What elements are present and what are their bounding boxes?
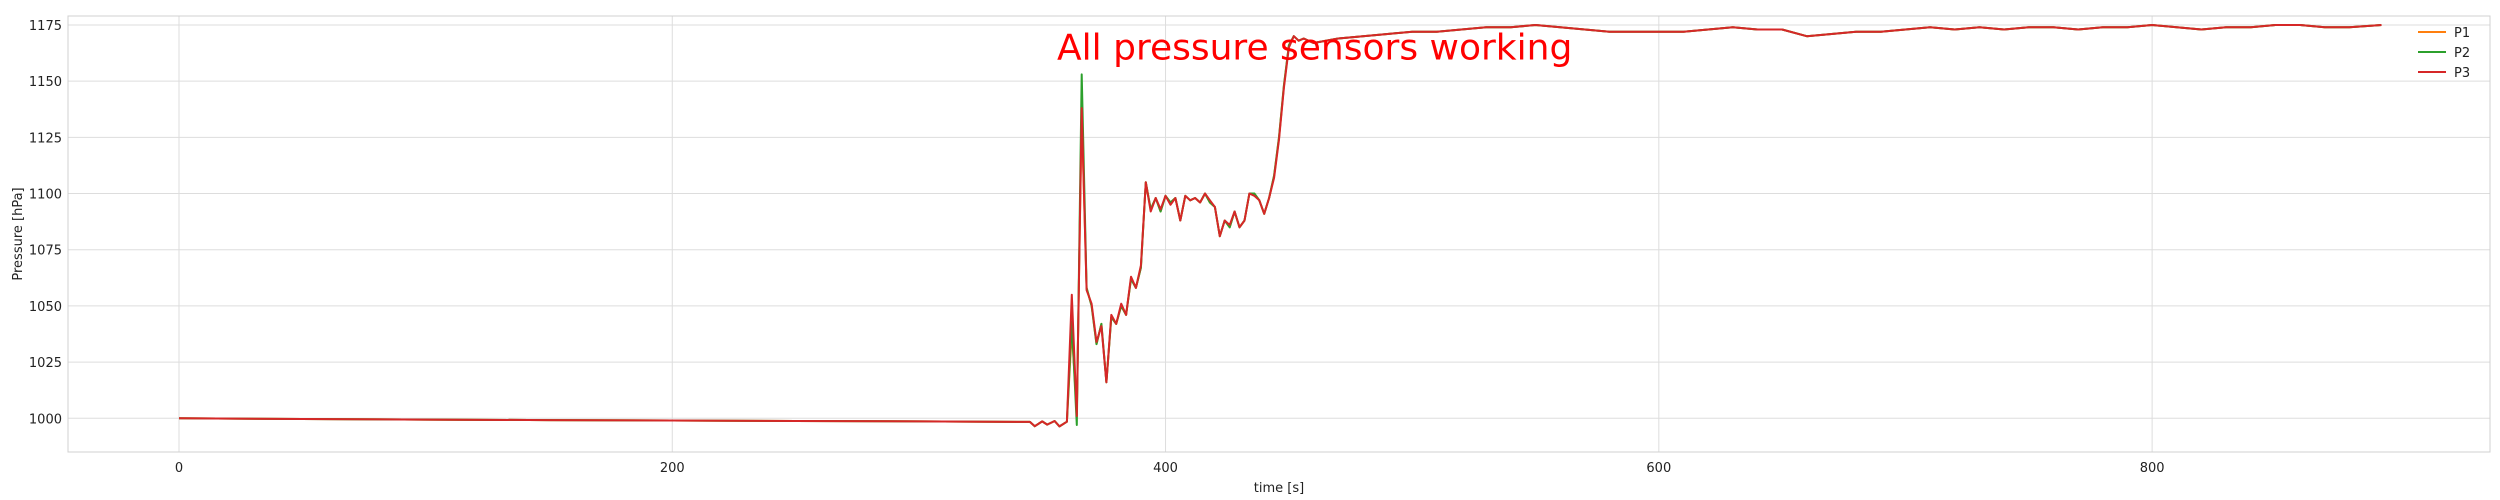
y-tick-label: 1125 (29, 131, 62, 146)
legend-label-p1: P1 (2454, 26, 2470, 41)
chart-annotation: All pressure sensors working (1057, 27, 1572, 68)
legend: P1 P2 P3 (2418, 26, 2470, 81)
legend-label-p2: P2 (2454, 46, 2470, 61)
y-tick-label: 1175 (29, 19, 62, 34)
series-layer (178, 24, 2382, 428)
x-axis-label: time [s] (1254, 481, 1304, 496)
y-tick-label: 1150 (29, 75, 62, 90)
x-tick-label: 600 (1646, 461, 1671, 476)
x-tick-labels: 0 200 400 600 800 (175, 461, 2165, 476)
y-tick-label: 1100 (29, 188, 62, 203)
x-tick-label: 0 (175, 461, 183, 476)
y-tick-label: 1050 (29, 300, 62, 315)
y-tick-labels: 1000 1025 1050 1075 1100 1125 1150 1175 (29, 19, 62, 427)
legend-label-p3: P3 (2454, 66, 2470, 81)
y-tick-label: 1075 (29, 244, 62, 259)
y-axis-label: Pressure [hPa] (11, 187, 26, 280)
y-tick-label: 1025 (29, 356, 62, 371)
x-tick-label: 800 (2140, 461, 2165, 476)
series-line-p3 (178, 24, 2382, 428)
y-tick-label: 1000 (29, 412, 62, 427)
x-tick-label: 400 (1153, 461, 1178, 476)
plot-frame (67, 15, 2491, 453)
x-tick-label: 200 (660, 461, 685, 476)
